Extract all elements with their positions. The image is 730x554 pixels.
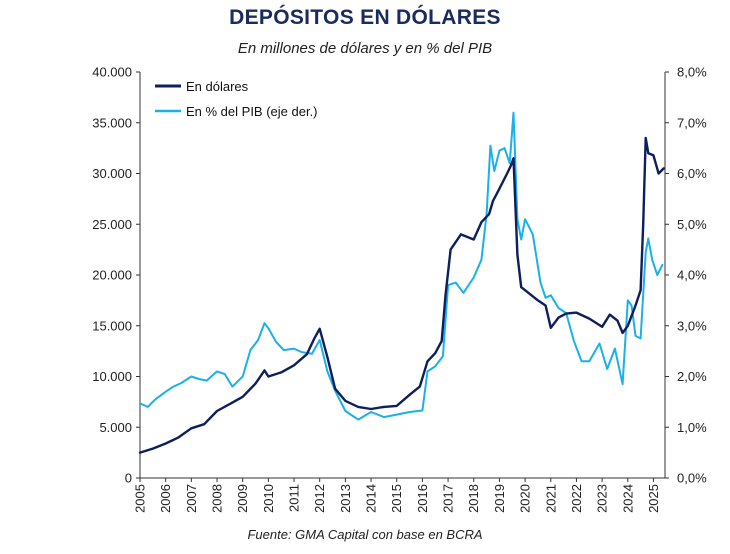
x-tick-label: 2010 [261, 484, 276, 513]
y-left-tick-label: 10.000 [92, 369, 132, 384]
y-left-tick-label: 5.000 [99, 420, 132, 435]
x-tick-label: 2017 [441, 484, 456, 513]
x-tick-label: 2014 [364, 484, 379, 513]
series-layer [138, 111, 665, 454]
y-right-tick-label: 0,0% [677, 471, 707, 486]
y-left-tick-label: 30.000 [92, 166, 132, 181]
y-right-tick-label: 6,0% [677, 166, 707, 181]
y-left-tick-label: 40.000 [92, 65, 132, 80]
y-left-tick-label: 20.000 [92, 268, 132, 283]
x-tick-label: 2012 [312, 484, 327, 513]
x-tick-label: 2005 [133, 484, 148, 513]
series-line-pct [139, 111, 664, 421]
y-right-tick-label: 3,0% [677, 318, 707, 333]
legend-label-usd: En dólares [186, 79, 249, 94]
chart-subtitle: En millones de dólares y en % del PIB [237, 40, 493, 57]
y-left-tick-label: 25.000 [92, 217, 132, 232]
x-tick-label: 2018 [466, 484, 481, 513]
x-tick-label: 2006 [158, 484, 173, 513]
x-tick-label: 2021 [543, 484, 558, 513]
x-tick-label: 2015 [389, 484, 404, 513]
x-tick-label: 2013 [338, 484, 353, 513]
x-tick-label: 2024 [620, 484, 635, 513]
x-tick-label: 2007 [184, 484, 199, 513]
y-left-tick-label: 0 [125, 471, 132, 486]
x-tick-label: 2025 [646, 484, 661, 513]
x-tick-label: 2009 [235, 484, 250, 513]
y-right-tick-label: 2,0% [677, 369, 707, 384]
y-right-tick-label: 1,0% [677, 420, 707, 435]
y-right-tick-label: 8,0% [677, 65, 707, 80]
y-left-tick-label: 15.000 [92, 318, 132, 333]
x-tick-label: 2011 [287, 484, 302, 512]
axes-layer: 0 5.000 10.000 15.000 20.000 25.000 30.000 35.0… [92, 65, 707, 513]
series-line-usd [138, 136, 665, 454]
x-tick-label: 2019 [492, 484, 507, 513]
x-tick-label: 2008 [210, 484, 225, 513]
legend-label-pct: En % del PIB (eje der.) [186, 104, 318, 119]
x-tick-label: 2022 [569, 484, 584, 513]
y-right-tick-label: 4,0% [677, 268, 707, 283]
x-tick-label: 2023 [595, 484, 610, 513]
x-tick-label: 2020 [518, 484, 533, 513]
x-tick-label: 2016 [415, 484, 430, 513]
y-right-tick-label: 7,0% [677, 115, 707, 130]
y-left-tick-label: 35.000 [92, 115, 132, 130]
y-right-tick-label: 5,0% [677, 217, 707, 232]
source-note: Fuente: GMA Capital con base en BCRA [247, 527, 483, 542]
chart-title: DEPÓSITOS EN DÓLARES [229, 6, 501, 29]
legend: En dólares En % del PIB (eje der.) [155, 79, 318, 119]
